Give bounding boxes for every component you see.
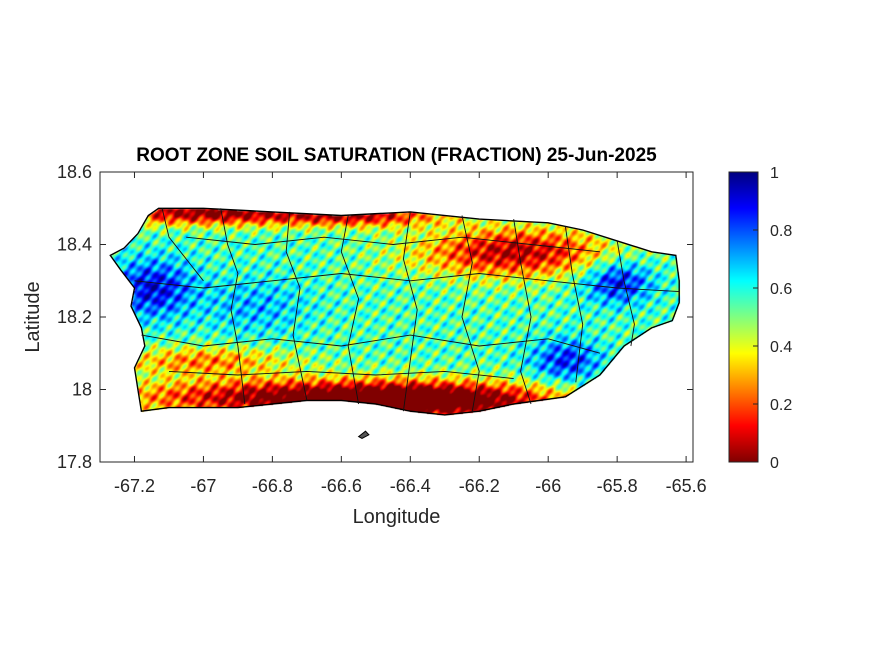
x-tick-label: -65.8 [597,476,638,496]
x-tick-label: -66.2 [459,476,500,496]
x-tick-label: -65.6 [666,476,707,496]
municipality-boundary [616,240,635,347]
saturation-field-raster [100,172,693,462]
municipality-boundary [186,236,600,253]
map-layer [100,172,693,462]
colorbar-tick-label: 0.8 [770,223,792,240]
y-tick-label: 18.2 [57,307,92,327]
y-tick-label: 18 [72,380,92,400]
x-tick-label: -66 [535,476,561,496]
x-tick-label: -67.2 [114,476,155,496]
colorbar-tick-label: 0.2 [770,397,792,414]
municipality-boundary [513,219,532,405]
chart-title: ROOT ZONE SOIL SATURATION (FRACTION) 25-… [136,145,657,166]
municipality-boundaries [134,208,680,412]
colorbar-tick-label: 1 [770,165,779,182]
municipality-boundary [134,273,680,293]
y-tick-label: 17.8 [57,452,92,472]
x-axis-label: Longitude [353,506,441,528]
x-tick-label: -67 [190,476,216,496]
colorbar: 0 0.2 0.4 0.6 0.8 1 [728,165,792,472]
municipality-boundary [161,208,204,282]
x-tick-label: -66.6 [321,476,362,496]
x-tick-label: -66.8 [252,476,293,496]
x-axis: -67.2 -67 -66.8 -66.6 -66.4 -66.2 -66 -65.8 -65.… [114,172,707,496]
y-tick-label: 18.4 [57,235,92,255]
municipality-boundary [564,226,584,383]
municipality-boundary [461,215,480,412]
municipality-boundary [168,370,514,380]
colorbar-scale [728,171,759,463]
x-tick-label: -66.4 [390,476,431,496]
colorbar-tick-label: 0 [770,455,779,472]
colorbar-ticks: 0 0.2 0.4 0.6 0.8 1 [753,165,792,472]
islet [357,430,370,439]
y-axis-label: Latitude [22,281,44,352]
y-tick-label: 18.6 [57,162,92,182]
island-outline [109,207,680,416]
municipality-boundary [141,334,601,354]
colorbar-tick-label: 0.4 [770,339,792,356]
municipality-boundary [220,208,246,405]
islet-outlines [357,430,370,439]
municipality-boundary [285,211,308,401]
y-axis: 17.8 18 18.2 18.4 18.6 [57,162,693,472]
colorbar-tick-label: 0.6 [770,281,792,298]
